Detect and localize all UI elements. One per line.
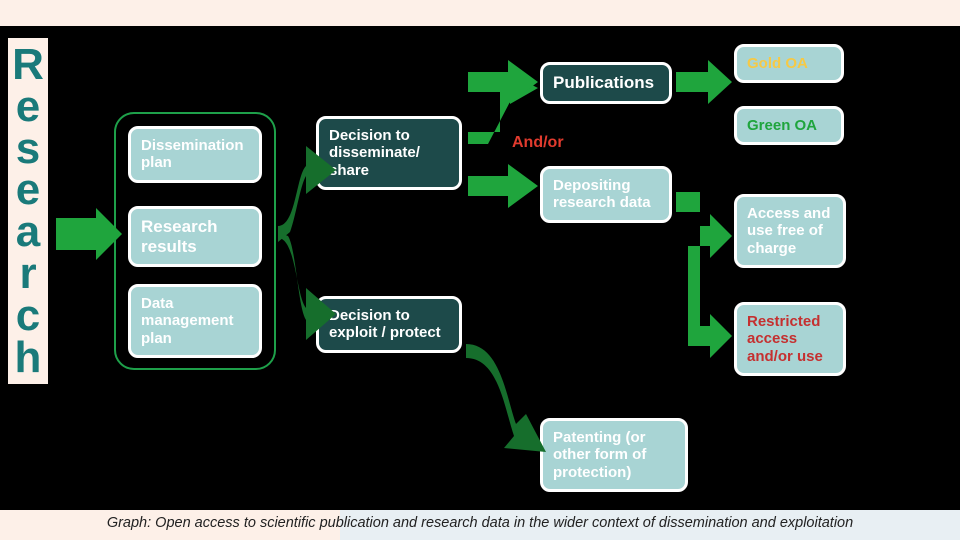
node-access-free: Access and use free of charge	[734, 194, 846, 268]
arrow-research-in	[56, 208, 122, 260]
vertical-label: Research	[8, 38, 48, 384]
caption-text: Graph: Open access to scientific publica…	[10, 515, 950, 531]
node-label: Data management plan	[141, 295, 234, 347]
arrow-protect-to-patent	[466, 344, 546, 452]
node-dissemination-plan: Dissemination plan	[128, 126, 262, 183]
node-restricted: Restricted access and/or use	[734, 302, 846, 376]
node-data-management-plan: Data management plan	[128, 284, 262, 358]
node-label: Depositing research data	[553, 177, 651, 211]
arrow-pubs-to-oa	[676, 60, 732, 104]
diagram-canvas: Research Dissemination plan Research res…	[0, 26, 960, 510]
node-publications: Publications	[540, 62, 672, 104]
node-depositing-data: Depositing research data	[540, 166, 672, 223]
arrow-deposit-to-access	[676, 192, 732, 358]
node-label: Decision to disseminate/ share	[329, 127, 420, 179]
node-patenting: Patenting (or other form of protection)	[540, 418, 688, 492]
node-research-results: Research results	[128, 206, 262, 267]
node-label: Decision to exploit / protect	[329, 307, 441, 341]
and-or-label: And/or	[512, 134, 564, 152]
node-label: Patenting (or other form of protection)	[553, 429, 646, 481]
node-decision-protect: Decision to exploit / protect	[316, 296, 462, 353]
top-band	[0, 0, 960, 26]
node-label: Green OA	[747, 117, 817, 134]
node-label: Publications	[553, 73, 654, 92]
node-green-oa: Green OA	[734, 106, 844, 145]
node-label: Access and use free of charge	[747, 205, 830, 257]
node-gold-oa: Gold OA	[734, 44, 844, 83]
node-label: Gold OA	[747, 55, 808, 72]
node-label: Dissemination plan	[141, 137, 244, 171]
node-label: Restricted access and/or use	[747, 313, 823, 365]
node-label: Research results	[141, 217, 218, 256]
node-decision-share: Decision to disseminate/ share	[316, 116, 462, 190]
arrow-share-to-deposit	[468, 164, 538, 208]
arrow-share-to-pubs	[468, 60, 538, 144]
